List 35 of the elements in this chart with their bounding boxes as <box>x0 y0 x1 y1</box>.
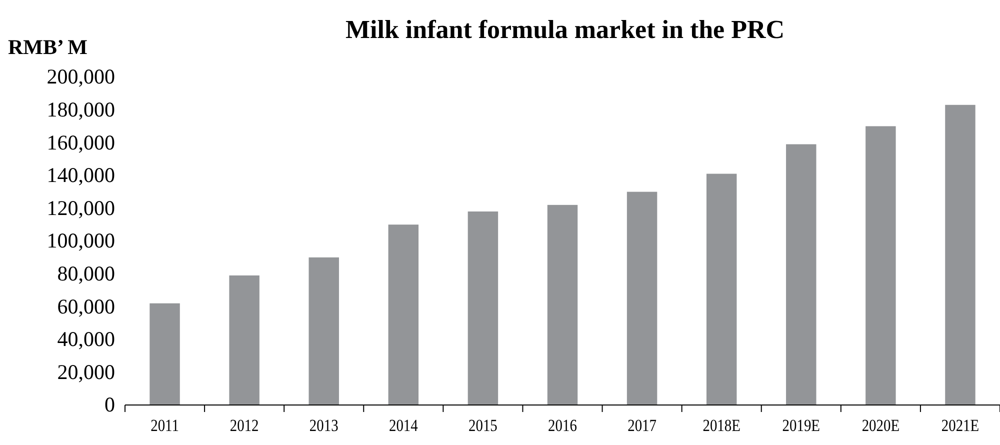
y-axis-title: RMB’ M <box>8 35 88 59</box>
x-tick-label: 2014 <box>388 417 418 436</box>
y-tick-label: 60,000 <box>57 294 115 318</box>
bar <box>626 192 658 405</box>
y-tick-label: 40,000 <box>57 327 115 352</box>
y-tick-label: 180,000 <box>46 98 115 122</box>
y-tick-label: 20,000 <box>57 360 115 384</box>
y-tick-label: 0 <box>104 392 115 417</box>
y-tick-label: 120,000 <box>46 196 115 220</box>
x-tick-label: 2021E <box>941 417 980 436</box>
bar <box>706 174 737 405</box>
x-tick-label: 2012 <box>230 417 259 436</box>
x-tick-label: 2018E <box>702 417 740 436</box>
bar <box>945 104 976 405</box>
x-tick-label: 2011 <box>150 417 179 436</box>
x-tick-label: 2013 <box>309 417 338 436</box>
bar <box>866 126 896 405</box>
bar <box>229 275 260 405</box>
bar <box>547 204 578 405</box>
x-tick-label: 2015 <box>468 417 498 436</box>
bar <box>308 257 339 405</box>
chart-title: Milk infant formula market in the PRC <box>345 15 785 44</box>
y-tick-label: 160,000 <box>46 130 115 154</box>
y-tick-label: 80,000 <box>57 262 115 286</box>
y-tick-label: 140,000 <box>46 163 115 188</box>
y-tick-label: 200,000 <box>46 64 115 89</box>
x-tick-label: 2019E <box>782 417 820 436</box>
bar <box>468 211 498 405</box>
bar <box>150 303 180 405</box>
x-tick-label: 2020E <box>862 417 900 436</box>
x-tick-label: 2017 <box>628 417 657 436</box>
bar <box>786 144 816 405</box>
y-tick-label: 100,000 <box>46 228 115 253</box>
x-tick-label: 2016 <box>548 417 578 436</box>
bar <box>388 224 419 405</box>
